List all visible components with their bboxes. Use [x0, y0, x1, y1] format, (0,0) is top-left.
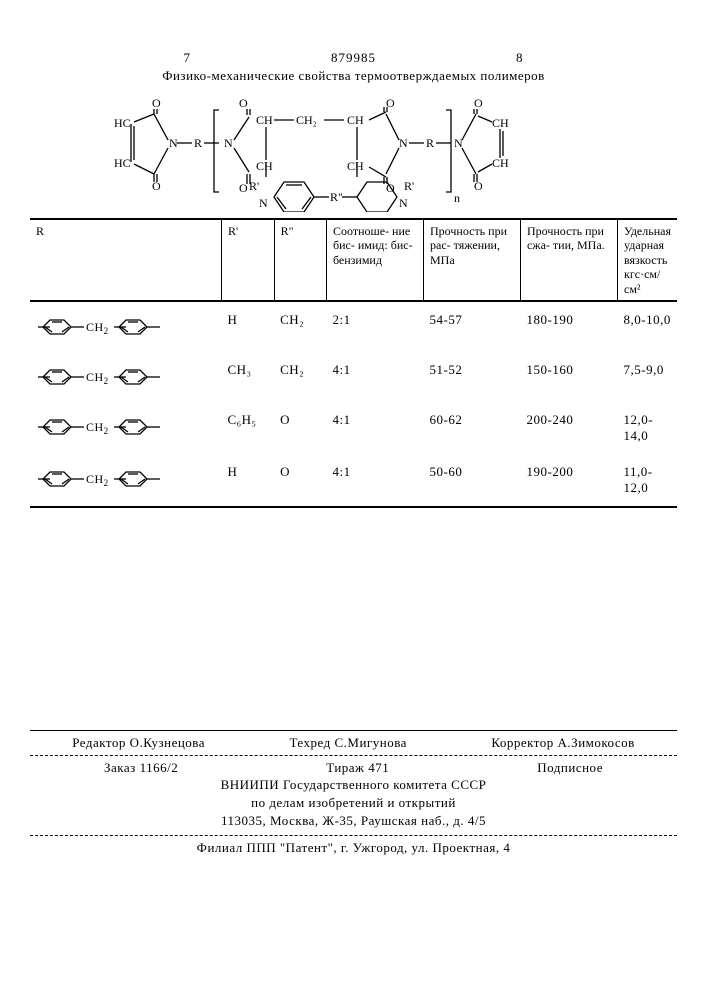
- properties-table: R R' R" Соотноше- ние бис- имид: бис- бе…: [30, 218, 677, 506]
- svg-text:N: N: [399, 136, 408, 150]
- cell-R2: O: [274, 402, 326, 454]
- cell-compress: 150-160: [520, 352, 617, 402]
- separator: [30, 730, 677, 731]
- table-row: CH2 CH₃CH₂4:151-52150-1607,5-9,0: [30, 352, 677, 402]
- col-compress: Прочность при сжа- тии, МПа.: [520, 219, 617, 301]
- patent-page: 7 879985 8 Физико-механические свойства …: [0, 0, 707, 1000]
- page-right: 8: [516, 50, 524, 66]
- separator-dash: [30, 755, 677, 756]
- cell-compress: 190-200: [520, 454, 617, 506]
- svg-text:N: N: [454, 136, 463, 150]
- col-impact: Удельная ударная вязкость кгс·см/см²: [618, 219, 677, 301]
- svg-text:O: O: [239, 96, 248, 110]
- org-addr: 113035, Москва, Ж-35, Раушская наб., д. …: [30, 812, 677, 830]
- subscription: Подписное: [537, 760, 603, 776]
- cell-R: CH2: [30, 352, 221, 402]
- svg-text:CH: CH: [347, 159, 364, 173]
- svg-text:CH: CH: [256, 159, 273, 173]
- cell-ratio: 2:1: [326, 301, 423, 352]
- svg-text:N: N: [399, 196, 408, 210]
- table-header-row: R R' R" Соотноше- ние бис- имид: бис- бе…: [30, 219, 677, 301]
- table-end-rule: [30, 506, 677, 510]
- page-left: 7: [184, 50, 192, 66]
- cell-R: CH2: [30, 402, 221, 454]
- cell-ratio: 4:1: [326, 454, 423, 506]
- cell-R2: CH₂: [274, 352, 326, 402]
- svg-text:R": R": [330, 190, 343, 204]
- cell-R2: O: [274, 454, 326, 506]
- cell-R2: CH₂: [274, 301, 326, 352]
- svg-text:O: O: [474, 179, 483, 193]
- col-ratio: Соотноше- ние бис- имид: бис- бензимид: [326, 219, 423, 301]
- cell-impact: 11,0-12,0: [618, 454, 677, 506]
- branch-line: Филиал ППП "Патент", г. Ужгород, ул. Про…: [30, 840, 677, 856]
- svg-text:N: N: [224, 136, 233, 150]
- svg-text:CH: CH: [256, 113, 273, 127]
- separator-dash-2: [30, 835, 677, 836]
- cell-impact: 8,0-10,0: [618, 301, 677, 352]
- svg-text:R: R: [426, 136, 434, 150]
- svg-text:O: O: [152, 96, 161, 110]
- cell-compress: 180-190: [520, 301, 617, 352]
- page-title: Физико-механические свойства термоотверж…: [30, 68, 677, 84]
- svg-text:R: R: [194, 136, 202, 150]
- corrector: Корректор А.Зимокосов: [491, 735, 634, 751]
- tirazh: Тираж 471: [326, 760, 389, 776]
- cell-R1: H: [221, 454, 274, 506]
- svg-text:R': R': [404, 179, 414, 193]
- svg-text:N: N: [259, 196, 268, 210]
- credits-row: Редактор О.Кузнецова Техред С.Мигунова К…: [30, 735, 677, 751]
- cell-R1: CH₃: [221, 352, 274, 402]
- table-row: CH2 HO4:150-60190-20011,0-12,0: [30, 454, 677, 506]
- doc-number: 879985: [331, 50, 376, 66]
- cell-impact: 12,0-14,0: [618, 402, 677, 454]
- footer-credits: Редактор О.Кузнецова Техред С.Мигунова К…: [30, 730, 677, 856]
- chemical-structure: HC HC O O N R N O O: [104, 92, 604, 212]
- cell-ratio: 4:1: [326, 402, 423, 454]
- cell-R: CH2: [30, 301, 221, 352]
- svg-text:HC: HC: [114, 156, 131, 170]
- svg-text:n: n: [454, 191, 460, 205]
- cell-compress: 200-240: [520, 402, 617, 454]
- techred: Техред С.Мигунова: [289, 735, 406, 751]
- col-tensile: Прочность при рас- тяжении, МПа: [424, 219, 521, 301]
- svg-text:CH: CH: [347, 113, 364, 127]
- svg-text:CH₂: CH₂: [296, 113, 317, 127]
- svg-text:CH: CH: [492, 116, 509, 130]
- cell-impact: 7,5-9,0: [618, 352, 677, 402]
- cell-tensile: 50-60: [424, 454, 521, 506]
- svg-text:CH2: CH2: [86, 370, 109, 386]
- svg-text:HC: HC: [114, 116, 131, 130]
- cell-ratio: 4:1: [326, 352, 423, 402]
- cell-R: CH2: [30, 454, 221, 506]
- svg-text:CH2: CH2: [86, 320, 109, 336]
- col-R1: R': [221, 219, 274, 301]
- svg-text:R': R': [249, 179, 259, 193]
- svg-text:O: O: [474, 96, 483, 110]
- cell-R1: H: [221, 301, 274, 352]
- org-line2: по делам изобретений и открытий: [30, 794, 677, 812]
- editor: Редактор О.Кузнецова: [72, 735, 205, 751]
- table-row: CH2 C₆H₅O4:160-62200-24012,0-14,0: [30, 402, 677, 454]
- svg-text:N: N: [169, 136, 178, 150]
- col-R2: R": [274, 219, 326, 301]
- svg-text:CH2: CH2: [86, 472, 109, 488]
- svg-text:CH: CH: [492, 156, 509, 170]
- order-row: Заказ 1166/2 Тираж 471 Подписное: [30, 760, 677, 776]
- cell-tensile: 51-52: [424, 352, 521, 402]
- org-line1: ВНИИПИ Государственного комитета СССР: [30, 776, 677, 794]
- org-block: ВНИИПИ Государственного комитета СССР по…: [30, 776, 677, 831]
- table-row: CH2 HCH₂2:154-57180-1908,0-10,0: [30, 301, 677, 352]
- cell-R1: C₆H₅: [221, 402, 274, 454]
- order: Заказ 1166/2: [104, 760, 178, 776]
- cell-tensile: 60-62: [424, 402, 521, 454]
- svg-text:CH2: CH2: [86, 420, 109, 436]
- cell-tensile: 54-57: [424, 301, 521, 352]
- col-R: R: [30, 219, 221, 301]
- header-numbers: 7 879985 8: [30, 50, 677, 66]
